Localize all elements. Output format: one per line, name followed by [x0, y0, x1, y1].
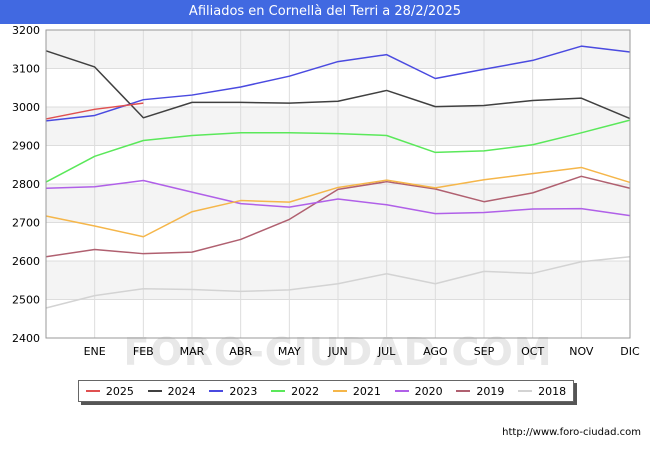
y-tick-label: 3100 — [12, 63, 40, 76]
x-tick-label: JUN — [327, 345, 348, 358]
series-line-2021 — [45, 166, 631, 238]
x-tick-label: MAY — [278, 345, 301, 358]
series-line-2025 — [45, 102, 144, 120]
legend-swatch — [332, 390, 347, 392]
source-url: http://www.foro-ciudad.com — [502, 427, 641, 438]
legend-swatch — [85, 390, 100, 392]
y-tick-label: 2800 — [12, 178, 40, 191]
legend-item-2023: 2023 — [209, 385, 257, 398]
series-line-2024 — [45, 50, 631, 120]
y-tick-label: 3000 — [12, 101, 40, 114]
y-tick-label: 2700 — [12, 217, 40, 230]
y-tick-label: 2400 — [12, 332, 40, 345]
legend-swatch — [271, 390, 286, 392]
series-line-2020 — [45, 179, 631, 217]
x-tick-label: AGO — [423, 345, 448, 358]
x-tick-label: ENE — [84, 345, 106, 358]
y-tick-label: 3200 — [12, 24, 40, 37]
legend-item-2025: 2025 — [85, 384, 134, 398]
chart-title: Afiliados en Cornellà del Terri a 28/2/2… — [0, 0, 650, 24]
x-tick-label: SEP — [474, 345, 495, 358]
y-tick-label: 2500 — [12, 294, 40, 307]
x-tick-label: OCT — [521, 345, 544, 358]
x-tick-label: MAR — [180, 345, 205, 358]
legend-item-2022: 2022 — [271, 385, 319, 398]
legend-swatch — [518, 390, 533, 392]
series-lines — [45, 45, 631, 309]
legend-item-2021: 2021 — [332, 384, 381, 398]
series-line-2018 — [45, 256, 631, 309]
legend-label: 2023 — [229, 384, 258, 398]
legend-item-2018: 2018 — [518, 385, 566, 398]
y-axis-labels: 2400 2500 2600 2700 2800 2900 3000 3100 3200 — [12, 24, 40, 345]
x-axis-labels: ENE FEB MAR ABR MAY JUN JUL AGO SEP OCT NOV DIC — [84, 345, 640, 358]
legend-item-2019: 2019 — [456, 385, 504, 398]
legend-swatch — [147, 390, 162, 392]
legend-label: 2021 — [352, 384, 381, 398]
x-tick-label: FEB — [133, 345, 154, 358]
watermark: FORO-CIUDAD.COM — [123, 330, 552, 374]
legend-label: 2019 — [476, 384, 505, 398]
legend-item-2020: 2020 — [394, 384, 443, 398]
legend-label: 2022 — [291, 384, 320, 398]
x-tick-label: DIC — [620, 345, 640, 358]
legend-label: 2024 — [167, 384, 196, 398]
y-tick-label: 2600 — [12, 255, 40, 268]
y-tick-label: 2900 — [12, 140, 40, 153]
x-tick-label: NOV — [569, 345, 594, 358]
x-tick-label: ABR — [229, 345, 252, 358]
legend-swatch — [209, 390, 224, 392]
x-tick-label: JUL — [377, 345, 396, 358]
legend-label: 2020 — [414, 384, 443, 398]
series-line-2022 — [45, 119, 631, 183]
legend-label: 2018 — [538, 384, 567, 398]
series-line-2019 — [45, 175, 631, 258]
legend-swatch — [456, 390, 471, 392]
legend-item-2024: 2024 — [147, 384, 196, 398]
legend: 2025 2024 2023 2022 2021 2020 2019 2018 — [78, 380, 574, 402]
legend-label: 2025 — [105, 384, 134, 398]
legend-swatch — [394, 390, 409, 392]
series-line-2023 — [45, 45, 631, 122]
plot-frame — [45, 29, 631, 339]
